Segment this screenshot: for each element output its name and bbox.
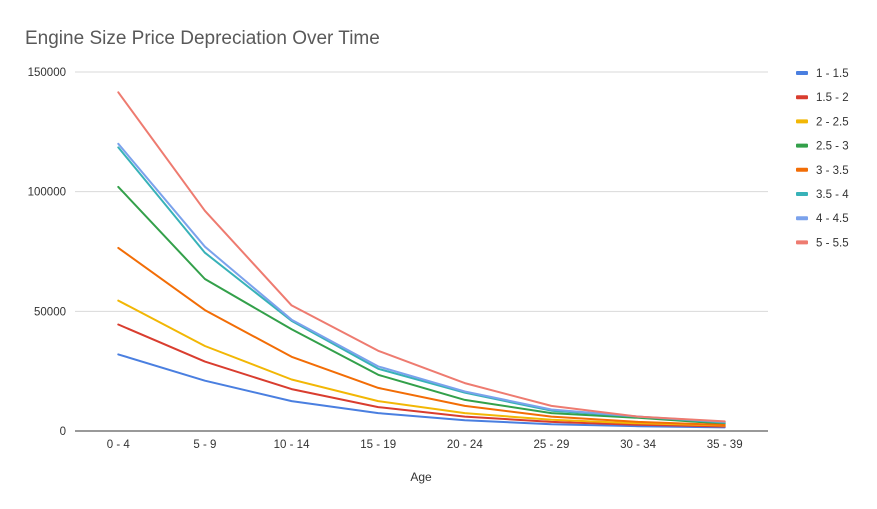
x-tick-label: 10 - 14 [274,439,310,451]
legend-label: 1.5 - 2 [816,92,849,104]
legend-swatch [796,240,808,245]
series-line-2 [117,323,726,428]
legend: 1 - 1.5 1.5 - 2 2 - 2.5 2.5 - 3 3 - 3.5 3.5 -… [796,68,849,249]
y-axis-ticks: 0 50000 100000 150000 [28,67,66,438]
legend-swatch [796,95,808,100]
legend-label: 2.5 - 3 [816,141,849,153]
series-line-5 [117,246,726,426]
legend-swatch [796,167,808,172]
legend-label: 2 - 2.5 [816,116,849,128]
series-line-3 [117,299,726,427]
legend-swatch [796,192,808,196]
x-tick-label: 0 - 4 [107,439,131,451]
series-line-4 [117,185,726,425]
legend-swatch [796,143,808,148]
y-tick-label: 150000 [28,67,66,79]
series-lines [117,91,726,429]
legend-swatch [796,119,808,124]
chart-title: Engine Size Price Depreciation Over Time [25,28,380,49]
y-tick-label: 0 [60,426,66,438]
x-tick-label: 25 - 29 [534,439,570,451]
x-axis-label: Age [410,470,432,484]
series-line-8 [117,91,726,423]
x-tick-label: 15 - 19 [360,439,396,451]
legend-label: 1 - 1.5 [816,68,849,80]
x-tick-label: 20 - 24 [447,439,483,451]
y-tick-label: 50000 [34,306,66,318]
x-axis-ticks: 0 - 4 5 - 9 10 - 14 15 - 19 20 - 24 25 - 29 30… [107,439,743,451]
legend-swatch [796,216,808,221]
legend-label: 3 - 3.5 [816,165,849,177]
x-tick-label: 30 - 34 [620,439,656,451]
x-tick-label: 35 - 39 [707,439,743,451]
legend-label: 3.5 - 4 [816,189,849,201]
legend-label: 5 - 5.5 [816,237,849,249]
legend-swatch [796,71,808,75]
y-tick-label: 100000 [28,187,66,199]
series-line-1 [117,353,726,429]
legend-label: 4 - 4.5 [816,213,849,225]
x-tick-label: 5 - 9 [193,439,216,451]
